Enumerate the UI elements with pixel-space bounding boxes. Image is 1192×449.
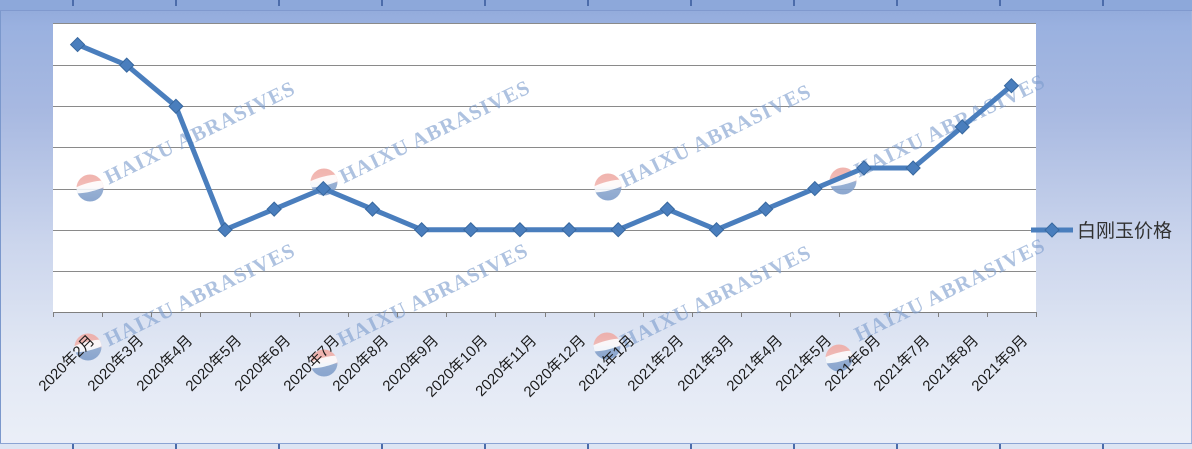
data-point-marker (807, 180, 823, 197)
data-point-marker (757, 201, 774, 217)
data-point-marker (168, 98, 184, 114)
x-axis-tick (151, 312, 153, 317)
cell-boundary-tick (587, 0, 589, 6)
haixu-logo-icon (594, 173, 622, 201)
x-axis-tick (593, 312, 595, 317)
cell-boundary-tick (484, 0, 486, 6)
haixu-logo-icon (74, 333, 102, 361)
x-axis-tick (790, 312, 792, 317)
data-point-marker (659, 201, 676, 217)
x-axis-tick (298, 312, 300, 317)
data-point-marker (905, 160, 921, 176)
cell-boundary-tick (175, 0, 177, 6)
data-point-marker (1003, 78, 1020, 94)
x-axis-tick (1036, 312, 1037, 317)
cell-boundary-tick (793, 444, 795, 449)
x-axis-tick (446, 312, 448, 317)
cell-boundary-tick (999, 444, 1001, 449)
data-point-marker (463, 222, 479, 238)
cell-boundary-tick (175, 444, 177, 449)
gridline (53, 106, 1036, 108)
sheet-edge-left (0, 0, 1, 449)
gridline (53, 147, 1036, 149)
haixu-logo-icon (76, 174, 104, 202)
data-point-marker (266, 201, 282, 217)
x-axis-tick (102, 312, 104, 317)
cell-boundary-tick (278, 444, 280, 449)
plot-area (53, 23, 1036, 313)
data-point-marker (708, 222, 725, 238)
gridline (53, 65, 1036, 67)
x-axis-tick (200, 312, 202, 317)
cell-boundary-tick (484, 444, 486, 449)
cell-boundary-tick (896, 444, 898, 449)
x-axis-tick (53, 312, 54, 317)
data-point-marker (413, 222, 430, 238)
x-axis-tick (397, 312, 399, 317)
cell-boundary-tick (587, 444, 589, 449)
sheet-column-edge-bottom (0, 443, 1192, 449)
x-axis-tick (691, 312, 693, 317)
data-point-marker (315, 180, 332, 197)
cell-boundary-tick (278, 0, 280, 6)
x-axis-tick (986, 312, 988, 317)
x-axis-tick (888, 312, 890, 317)
haixu-logo-icon (593, 332, 621, 360)
data-point-marker (512, 222, 528, 238)
x-axis-tick (839, 312, 841, 317)
data-point-marker (561, 222, 577, 238)
data-point-marker (856, 160, 872, 176)
data-point-marker (954, 119, 970, 135)
x-axis-tick (544, 312, 546, 317)
cell-boundary-tick (381, 444, 383, 449)
gridline (53, 270, 1036, 272)
legend-series-marker-icon (1031, 221, 1073, 238)
data-point-marker (610, 222, 626, 238)
x-axis-tick (347, 312, 349, 317)
data-point-marker (217, 222, 233, 238)
data-point-marker (119, 57, 135, 73)
haixu-logo-icon (310, 349, 338, 377)
legend: 白刚玉价格 (1030, 216, 1172, 243)
x-axis-tick (495, 312, 497, 317)
cell-boundary-tick (690, 444, 692, 449)
data-point-marker (364, 201, 381, 217)
x-axis-tick (937, 312, 939, 317)
x-axis-tick (741, 312, 743, 317)
cell-boundary-tick (690, 0, 692, 6)
price-series (69, 36, 1020, 238)
cell-boundary-tick (1102, 444, 1104, 449)
data-point-marker (69, 36, 86, 53)
x-axis-tick (249, 312, 251, 317)
x-axis-tick (642, 312, 644, 317)
cell-boundary-tick (381, 0, 383, 6)
cell-boundary-tick (793, 0, 795, 6)
gridline (53, 188, 1036, 190)
cell-boundary-tick (896, 0, 898, 6)
cell-boundary-tick (72, 444, 74, 449)
price-series-line (75, 42, 1014, 233)
cell-boundary-tick (72, 0, 74, 6)
haixu-logo-icon (825, 344, 853, 372)
sheet-column-edge-top (0, 0, 1192, 11)
cell-boundary-tick (999, 0, 1001, 6)
cell-boundary-tick (1102, 0, 1104, 6)
legend-label: 白刚玉价格 (1077, 221, 1173, 242)
